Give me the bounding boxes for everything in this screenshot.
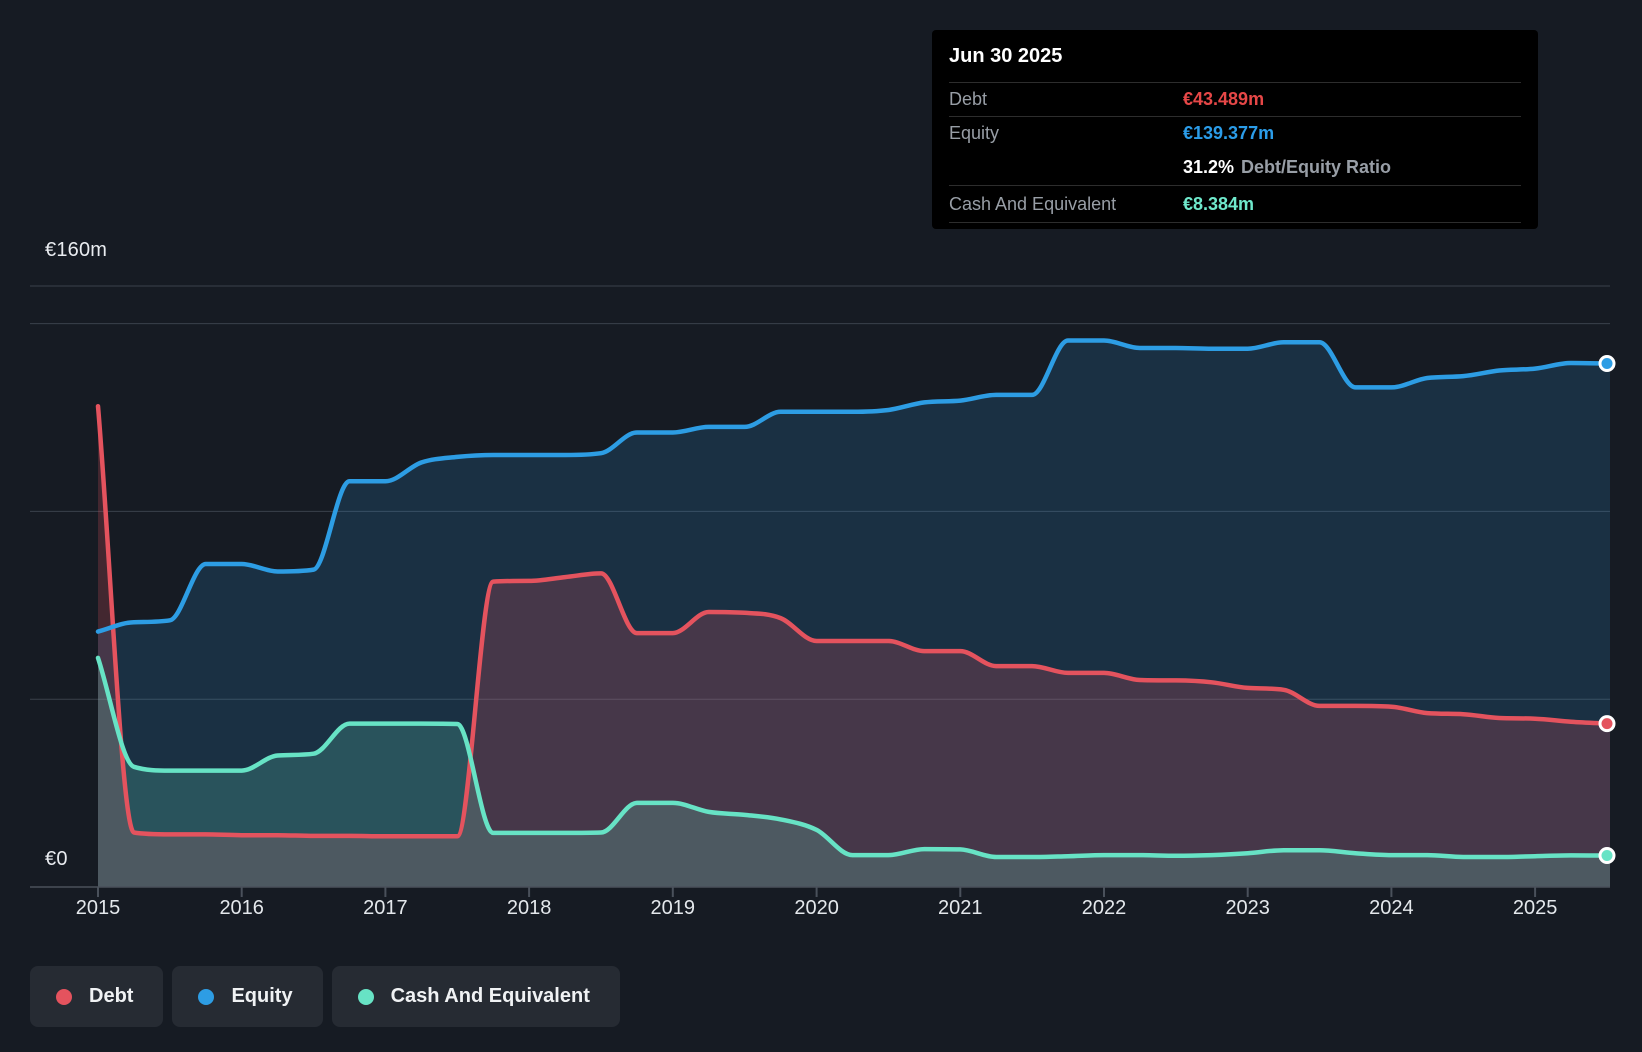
debt-legend-dot-icon	[56, 988, 72, 1005]
chart-legend: Debt Equity Cash And Equivalent	[30, 966, 620, 1027]
tooltip-debt-label: Debt	[949, 89, 988, 109]
tooltip-row-cash: Cash And Equivalent €8.384m	[949, 185, 1521, 223]
cash-and-equivalent-area	[98, 657, 1610, 887]
x-axis-label-2022: 2022	[1081, 897, 1127, 919]
tooltip-date: Jun 30 2025	[949, 44, 1063, 67]
legend-item-cash[interactable]: Cash And Equivalent	[331, 966, 620, 1027]
tooltip-cash-value: €8.384m	[1183, 193, 1255, 214]
equity-area	[98, 340, 1610, 887]
legend-item-equity[interactable]: Equity	[172, 966, 323, 1027]
tooltip-row-equity: Equity €139.377m	[949, 116, 1521, 150]
equity-line	[95, 338, 1613, 634]
x-axis-label-2025: 2025	[1512, 897, 1558, 919]
tooltip-equity-value: €139.377m	[1183, 123, 1275, 143]
y-axis-max-label: €160m	[45, 239, 108, 261]
x-axis-label-2023: 2023	[1225, 897, 1270, 919]
tooltip-cash-label: Cash And Equivalent	[949, 193, 1117, 214]
legend-debt-label: Debt	[89, 985, 134, 1007]
x-axis-label-2019: 2019	[650, 897, 696, 919]
legend-item-debt[interactable]: Debt	[30, 966, 164, 1027]
x-axis-label-2016: 2016	[219, 897, 264, 919]
y-axis-zero-label: €0	[45, 848, 68, 870]
x-axis-label-2018: 2018	[506, 897, 552, 919]
tooltip-debt-value: €43.489m	[1183, 89, 1265, 109]
chart-tooltip: Jun 30 2025 Debt €43.489m Equity €139.37…	[932, 30, 1538, 229]
cash-legend-dot-icon	[357, 988, 374, 1005]
debt-area	[98, 406, 1610, 887]
cash-and-equivalent-endpoint-marker	[1598, 847, 1616, 864]
x-axis-label-2015: 2015	[75, 897, 121, 919]
tooltip-ratio-value: 31.2%	[1183, 157, 1235, 177]
cash-and-equivalent-line	[95, 655, 1613, 860]
debt-endpoint-marker	[1598, 715, 1616, 733]
tooltip-row-debt: Debt €43.489m	[949, 82, 1521, 116]
equity-legend-dot-icon	[198, 988, 215, 1005]
tooltip-equity-label: Equity	[949, 123, 1000, 143]
x-axis-label-2024: 2024	[1369, 897, 1414, 919]
x-axis-label-2021: 2021	[938, 897, 983, 919]
debt-line	[95, 403, 1613, 839]
legend-equity-label: Equity	[231, 985, 293, 1007]
tooltip-row-ratio: 31.2% Debt/Equity Ratio	[949, 150, 1521, 185]
x-axis-label-2017: 2017	[363, 897, 408, 919]
x-axis-label-2020: 2020	[794, 897, 839, 919]
equity-endpoint-marker	[1598, 355, 1616, 372]
legend-cash-label: Cash And Equivalent	[390, 985, 590, 1007]
tooltip-ratio-label: Debt/Equity Ratio	[1241, 157, 1392, 177]
